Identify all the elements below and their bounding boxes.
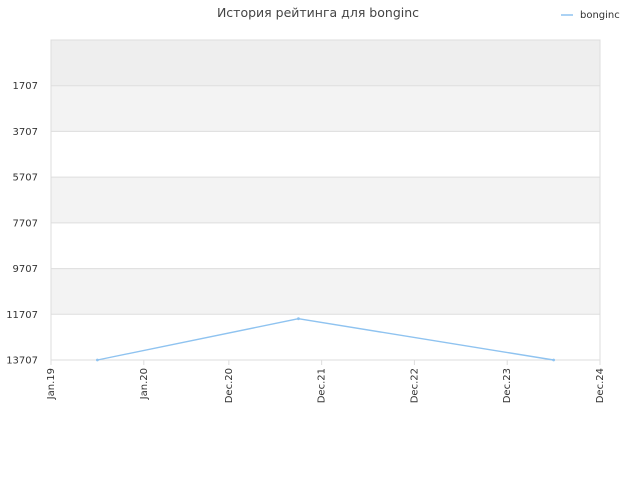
x-tick-label: Dec.21 — [317, 368, 328, 403]
series-point — [297, 317, 300, 321]
plot-band — [51, 85, 600, 132]
y-tick-label: 3707 — [13, 127, 38, 138]
x-tick-label: Jan.20 — [139, 368, 150, 400]
series-point — [552, 358, 556, 362]
y-tick-label: 5707 — [13, 173, 38, 184]
y-tick-label: 11707 — [6, 310, 38, 321]
series-line-bonginc — [97, 318, 554, 361]
series-point — [95, 358, 99, 362]
plot-band — [51, 177, 600, 223]
plot-band — [51, 268, 600, 315]
y-axis: 1707 3707 5707 7707 9707 11707 13707 — [6, 81, 38, 366]
plot-band — [51, 40, 600, 86]
plot-bands — [51, 40, 600, 315]
gridlines — [51, 85, 600, 361]
x-tick-label: Jan.19 — [46, 368, 57, 400]
y-tick-label: 9707 — [13, 264, 38, 275]
legend-label-bonginc: bonginc — [580, 10, 620, 21]
y-tick-label: 7707 — [13, 218, 38, 229]
legend: bonginc — [561, 10, 620, 21]
plot-border — [50, 39, 601, 361]
x-axis: Jan.19 Jan.20 Dec.20 Dec.21 Dec.22 Dec.23 Dec.… — [46, 360, 606, 403]
x-tick-label: Dec.23 — [502, 368, 513, 403]
y-tick-label: 13707 — [6, 356, 38, 367]
series-layer — [95, 317, 556, 362]
x-tick-label: Dec.20 — [224, 368, 235, 403]
plot-area — [50, 39, 601, 362]
x-tick-label: Dec.22 — [409, 368, 420, 403]
chart-title: История рейтинга для bonginc — [217, 5, 419, 20]
x-tick-label: Dec.24 — [595, 368, 606, 403]
y-tick-label: 1707 — [13, 81, 38, 92]
